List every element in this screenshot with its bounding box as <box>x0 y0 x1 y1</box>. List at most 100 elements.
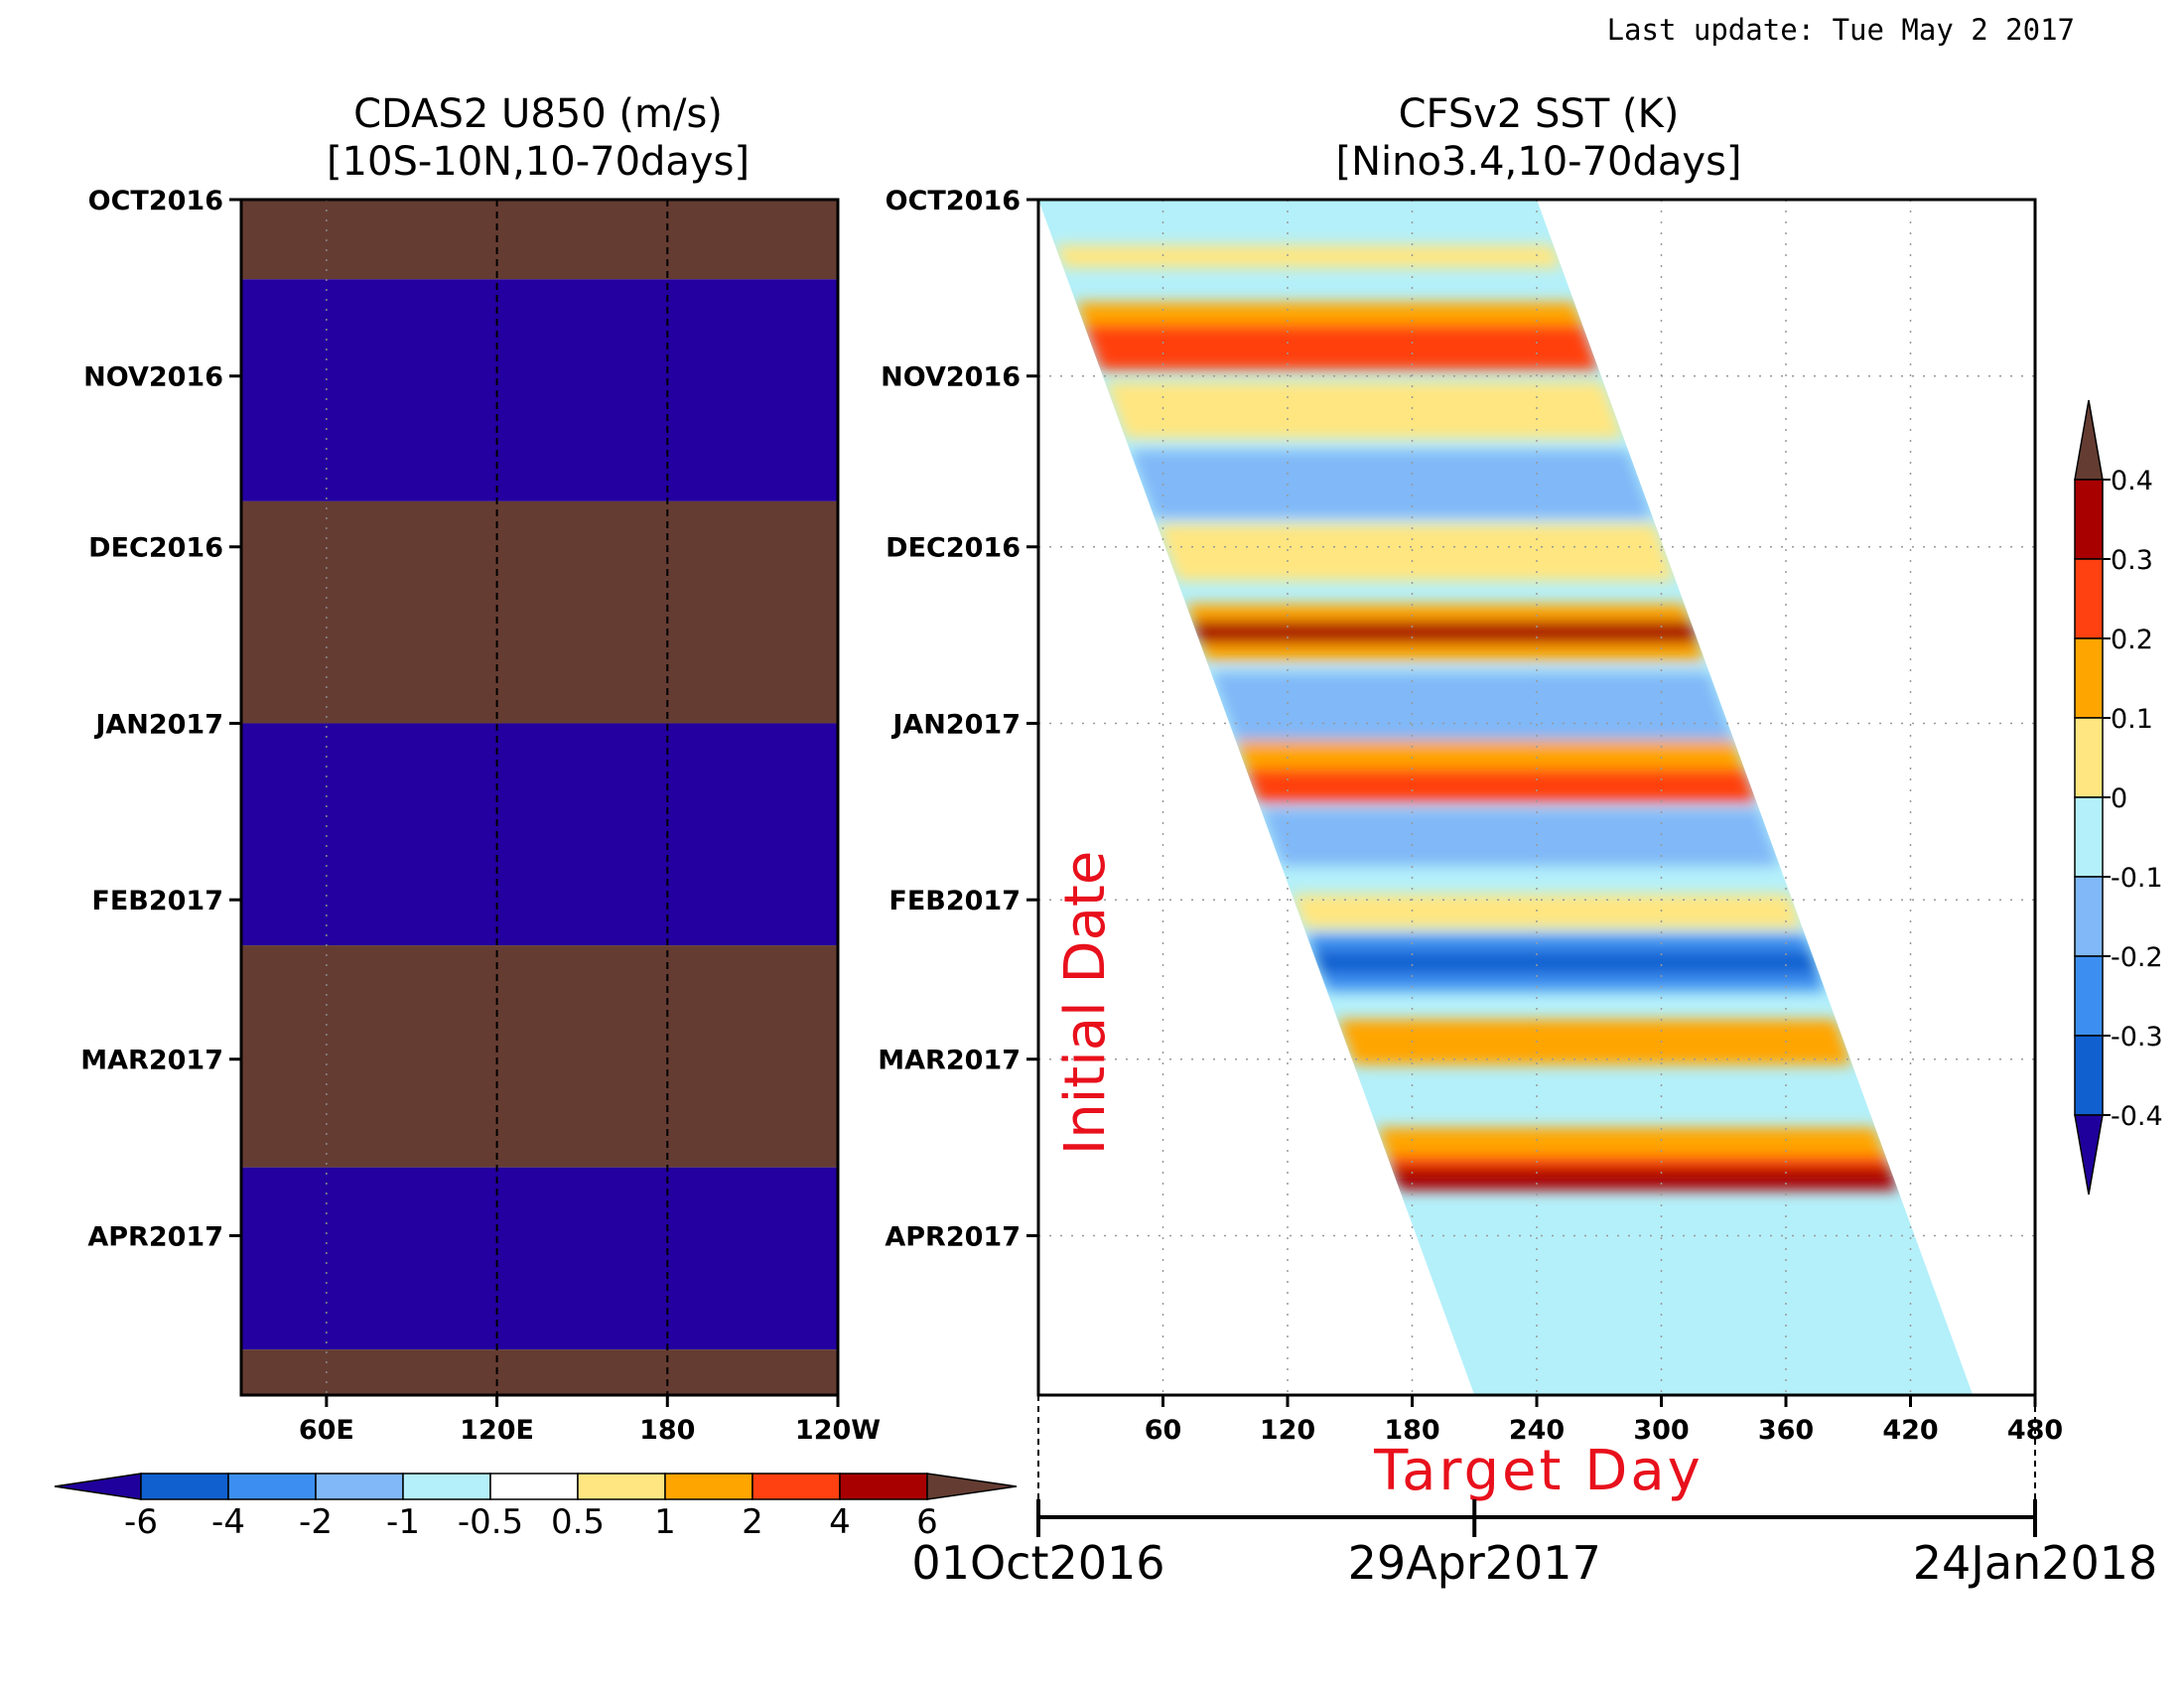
y-tick-label: OCT2016 <box>88 186 223 216</box>
colorbar-label: 4 <box>829 1502 851 1542</box>
colorbar-label: 0.1 <box>2111 704 2153 735</box>
date-axis-label: 29Apr2017 <box>1348 1536 1601 1590</box>
colorbar-swatch <box>489 1473 579 1500</box>
u850-band <box>241 945 838 1168</box>
left-bands <box>241 200 838 1395</box>
colorbar-label: 6 <box>916 1502 938 1542</box>
colorbar-swatch <box>751 1473 841 1500</box>
sst-anomaly-band <box>1210 671 1734 741</box>
left-x-axis: 60E 120E 180 120W <box>299 1395 881 1446</box>
sst-anomaly-band <box>1084 325 1599 370</box>
colorbar-swatch <box>2074 717 2104 798</box>
colorbar-swatch <box>577 1473 666 1500</box>
x-tick-label: 180 <box>639 1415 695 1446</box>
sst-anomaly-band <box>1246 769 1757 803</box>
date-axis-label: 24Jan2018 <box>1913 1536 2158 1590</box>
u850-band <box>241 723 838 946</box>
left-subtitle: [10S-10N,10-70days] <box>327 139 750 185</box>
x-tick-label: 60E <box>299 1415 354 1446</box>
colorbar-swatch <box>839 1473 928 1500</box>
colorbar-swatch <box>140 1473 229 1500</box>
right-subtitle: [Nino3.4,10-70days] <box>1335 139 1741 185</box>
colorbar-label: -1 <box>386 1502 420 1542</box>
target-day-label: Target Day <box>1373 1439 1704 1503</box>
colorbar-label: -0.5 <box>458 1502 523 1542</box>
right-x-axis: 60 120 180 240 300 360 420 480 <box>1145 1395 2063 1446</box>
sst-anomaly-band <box>1260 808 1780 866</box>
colorbar-swatch <box>402 1473 491 1500</box>
colorbar-label: -2 <box>299 1502 333 1542</box>
colorbar-label: -6 <box>124 1502 158 1542</box>
y-tick-label: APR2017 <box>885 1221 1021 1252</box>
left-frame <box>239 198 840 1397</box>
colorbar-swatch <box>2074 558 2104 639</box>
date-axis-label: 01Oct2016 <box>911 1536 1164 1590</box>
y-tick-label: JAN2017 <box>890 709 1021 740</box>
sst-anomaly-band <box>1130 450 1654 519</box>
y-tick-label: NOV2016 <box>83 362 223 393</box>
u850-band <box>241 500 838 724</box>
y-tick-label: JAN2017 <box>93 709 223 740</box>
last-update-label: Last update: Tue May 2 2017 <box>1607 13 2075 47</box>
sst-anomaly-band <box>1391 1167 1898 1191</box>
x-tick-label: 120W <box>795 1415 881 1446</box>
y-tick-label: APR2017 <box>87 1221 223 1252</box>
x-tick-label: 300 <box>1633 1415 1689 1446</box>
colorbar-swatch <box>2074 1035 2104 1116</box>
u850-band <box>241 279 838 501</box>
colorbar-label: 1 <box>654 1502 676 1542</box>
u850-band <box>241 1349 838 1395</box>
colorbar-arrow-right <box>926 1473 1018 1500</box>
sst-anomaly-band <box>1337 1019 1852 1065</box>
x-tick-label: 120E <box>460 1415 534 1446</box>
colorbar-label: 0.5 <box>551 1502 605 1542</box>
y-tick-label: DEC2016 <box>886 533 1021 564</box>
initial-date-label: Initial Date <box>1053 851 1118 1156</box>
colorbar-swatch <box>2074 796 2104 878</box>
colorbar-label: -0.1 <box>2111 863 2163 894</box>
colorbar-label: 0.3 <box>2111 545 2153 576</box>
left-dashed-lines <box>326 200 669 1395</box>
right-panel: CFSv2 SST (K) [Nino3.4,10-70days] OCT201… <box>878 91 2162 1590</box>
colorbar-label: -4 <box>211 1502 245 1542</box>
sst-anomaly-band <box>1292 894 1803 928</box>
vertical-colorbar: 0.4 0.3 0.2 0.1 0 -0.1 -0.2 -0.3 -0.4 <box>2074 399 2163 1196</box>
colorbar-swatch <box>315 1473 404 1500</box>
colorbar-swatch <box>2074 479 2104 560</box>
colorbar-swatch <box>664 1473 753 1500</box>
y-tick-label: NOV2016 <box>881 362 1021 393</box>
x-tick-label: 120 <box>1260 1415 1315 1446</box>
x-tick-label: 360 <box>1758 1415 1814 1446</box>
sst-field <box>1054 244 1898 1191</box>
colorbar-swatch <box>2074 876 2104 957</box>
colorbar-label: 2 <box>742 1502 763 1542</box>
y-tick-label: FEB2017 <box>888 886 1021 916</box>
right-y-axis: OCT2016 NOV2016 DEC2016 JAN2017 FEB2017 MAR20… <box>878 186 1038 1252</box>
colorbar-swatch <box>227 1473 317 1500</box>
sst-anomaly-band <box>1157 523 1677 582</box>
colorbar-arrow-top <box>2074 399 2104 481</box>
colorbar-label: 0 <box>2111 783 2127 814</box>
colorbar-label: -0.4 <box>2111 1101 2163 1132</box>
x-tick-label: 240 <box>1509 1415 1565 1446</box>
left-title: CDAS2 U850 (m/s) <box>353 91 723 137</box>
colorbar-label: 0.4 <box>2111 466 2153 496</box>
y-tick-label: MAR2017 <box>80 1046 223 1076</box>
sst-anomaly-band <box>1104 381 1624 439</box>
y-tick-label: FEB2017 <box>91 886 223 916</box>
u850-band <box>241 200 838 280</box>
colorbar-arrow-left <box>54 1473 142 1500</box>
date-axis: 01Oct2016 29Apr2017 24Jan2018 <box>911 1395 2157 1590</box>
sst-anomaly-band <box>1191 621 1700 644</box>
x-tick-label: 420 <box>1882 1415 1938 1446</box>
x-tick-label: 60 <box>1145 1415 1182 1446</box>
y-tick-label: DEC2016 <box>88 533 223 564</box>
sst-anomaly-band <box>1054 244 1563 268</box>
colorbar-label: -0.3 <box>2111 1022 2163 1053</box>
y-tick-label: MAR2017 <box>878 1046 1021 1076</box>
colorbar-swatch <box>2074 955 2104 1037</box>
y-tick-label: OCT2016 <box>886 186 1021 216</box>
colorbar-label: 0.2 <box>2111 625 2153 655</box>
left-y-axis: OCT2016 NOV2016 DEC2016 JAN2017 FEB2017 MAR20… <box>80 186 241 1252</box>
